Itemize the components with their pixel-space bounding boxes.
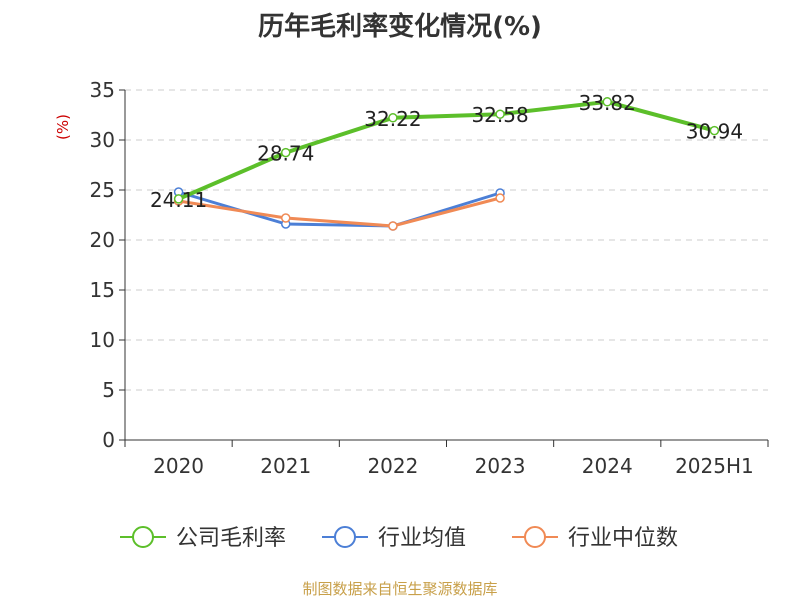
series-line-2: [178, 196, 501, 228]
x-tick-label: 2024: [582, 454, 633, 478]
data-label: 33.82: [579, 91, 636, 115]
x-tick-label: 2025H1: [675, 454, 754, 478]
data-point: [495, 193, 505, 203]
y-tick-label: 20: [90, 228, 115, 252]
y-tick-label: 15: [90, 278, 115, 302]
x-tick-label: 2023: [475, 454, 526, 478]
legend-marker: [132, 526, 154, 548]
data-label: 24.11: [150, 188, 207, 212]
data-label: 30.94: [686, 120, 743, 144]
data-labels: 24.11 28.74 32.22 32.58 33.82 30.94: [150, 91, 743, 212]
y-tick-label: 0: [102, 428, 115, 452]
legend-label: 行业均值: [378, 526, 466, 551]
series-line-0: [177, 99, 715, 201]
legend-label: 公司毛利率: [176, 526, 286, 551]
data-point: [388, 221, 398, 231]
x-tick-label: 2020: [153, 454, 204, 478]
axes: 0 5 10 15 20 25 30 35 2020 2021 2022 2023 2024 2025H1…: [54, 78, 769, 478]
x-tick-label: 2022: [367, 454, 418, 478]
data-label: 32.22: [364, 107, 421, 131]
y-tick-label: 30: [90, 128, 115, 152]
data-label: 32.58: [471, 103, 528, 127]
legend: 公司毛利率 行业均值 行业中位数: [120, 526, 678, 551]
grid-lines: [125, 89, 768, 391]
series-layer: [173, 97, 720, 231]
y-tick-label: 25: [90, 178, 115, 202]
chart-title: 历年毛利率变化情况(%): [258, 12, 542, 42]
data-point: [388, 113, 398, 123]
data-point: [173, 194, 184, 204]
data-point: [281, 213, 291, 223]
x-tick-label: 2021: [260, 454, 311, 478]
data-point: [495, 109, 505, 119]
legend-marker: [524, 526, 546, 548]
y-tick-label: 10: [90, 328, 115, 352]
data-source-note: 制图数据来自恒生聚源数据库: [302, 580, 498, 598]
legend-label: 行业中位数: [568, 526, 678, 551]
data-point: [709, 125, 720, 136]
y-tick-label: 35: [90, 78, 115, 102]
y-axis-label: (%): [54, 114, 72, 140]
data-point: [602, 97, 612, 107]
data-label: 28.74: [257, 142, 314, 166]
data-point: [281, 147, 291, 158]
legend-marker: [334, 526, 356, 548]
y-tick-label: 5: [102, 378, 115, 402]
